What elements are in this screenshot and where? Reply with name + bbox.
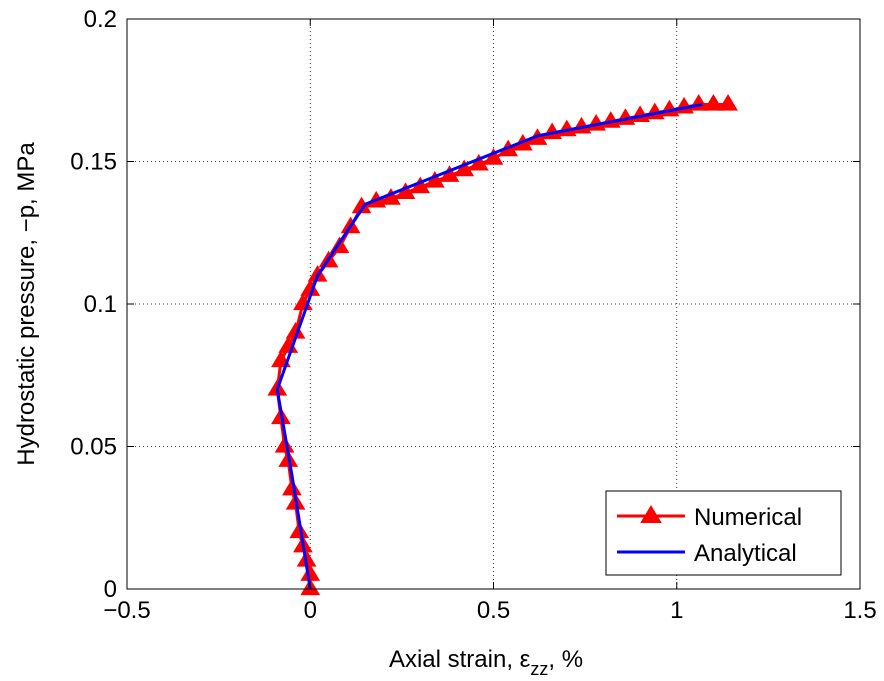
series-analytical — [275, 103, 703, 590]
y-tick-label: 0.1 — [84, 291, 117, 318]
x-tick-label: −0.5 — [103, 597, 150, 624]
data-point — [282, 478, 302, 496]
legend-label-analytical: Analytical — [694, 540, 797, 567]
y-tick-label: 0 — [104, 576, 117, 603]
x-axis-label-subscript: zz — [530, 659, 548, 679]
data-point — [718, 94, 738, 111]
data-point — [703, 94, 724, 111]
x-tick-label: 1.5 — [843, 597, 876, 624]
x-axis-label-main: Axial strain, ε — [389, 646, 531, 673]
data-point — [483, 148, 504, 165]
x-axis-label: Axial strain, εzz, % — [389, 646, 583, 679]
legend-box — [605, 490, 842, 576]
legend: Numerical Analytical — [605, 490, 842, 576]
x-tick-label: 0 — [304, 597, 317, 624]
y-tick-label: 0.2 — [84, 6, 117, 33]
y-tick-label: 0.15 — [70, 149, 117, 176]
legend-label-numerical: Numerical — [694, 504, 802, 531]
x-tick-label: 0.5 — [477, 597, 510, 624]
y-axis-label: Hydrostatic pressure, −p, MPa — [13, 142, 40, 466]
series-line — [275, 103, 703, 590]
x-tick-label: 1 — [670, 597, 683, 624]
x-axis-label-tail: , % — [548, 646, 583, 673]
data-point — [468, 153, 489, 171]
legend-marker-numerical — [640, 505, 662, 523]
grid — [127, 19, 860, 589]
data-point — [289, 521, 310, 539]
axis-ticks: −0.5 0 0.5 1 1.500.050.10.150.2 — [70, 6, 876, 624]
plot-area — [267, 94, 738, 596]
y-tick-label: 0.05 — [70, 434, 117, 461]
data-point — [274, 436, 295, 453]
